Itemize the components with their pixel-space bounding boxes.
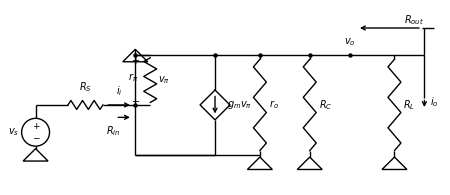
Text: $v_s$: $v_s$ [8,126,19,138]
Text: $R_C$: $R_C$ [319,98,332,112]
Text: +: + [32,122,39,131]
Text: $R_L$: $R_L$ [404,98,416,112]
Text: $i_o$: $i_o$ [430,96,439,109]
Text: $r_\pi$: $r_\pi$ [128,71,138,84]
Text: $i_i$: $i_i$ [116,84,122,98]
Text: $-$: $-$ [131,95,140,105]
Text: $R_{out}$: $R_{out}$ [405,14,425,27]
Text: −: − [32,133,39,142]
Text: $r_o$: $r_o$ [269,98,279,111]
Text: $R_{in}$: $R_{in}$ [106,124,120,138]
Text: $+$: $+$ [131,55,140,66]
Text: $v_o$: $v_o$ [344,36,356,48]
Text: $R_S$: $R_S$ [79,80,92,94]
Text: $v_\pi$: $v_\pi$ [158,74,170,86]
Text: $g_m v_\pi$: $g_m v_\pi$ [228,99,252,111]
